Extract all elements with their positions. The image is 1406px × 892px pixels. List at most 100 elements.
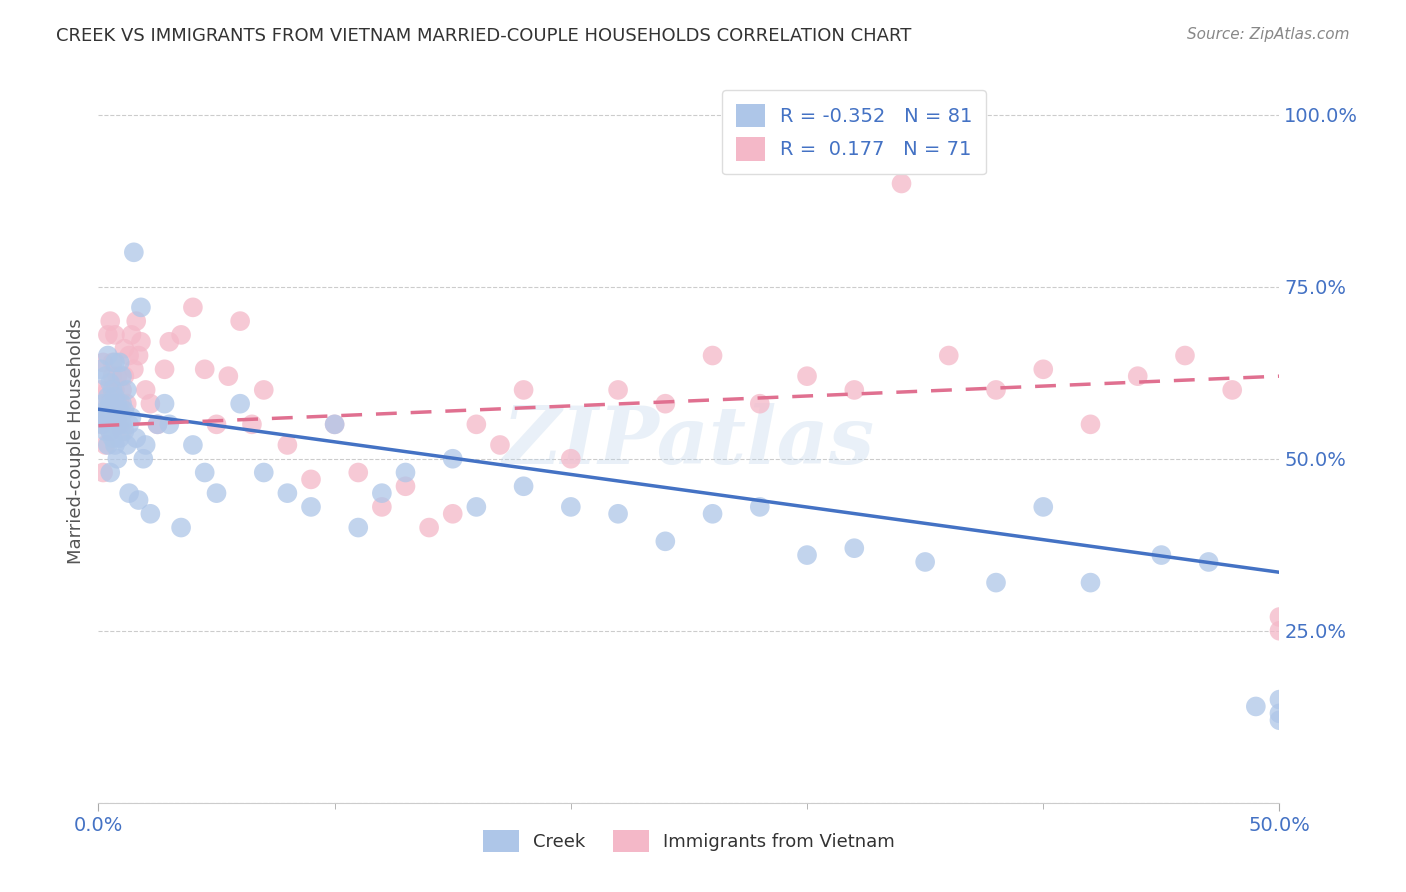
Point [654,534,676,549]
Point [347,520,370,534]
Point [91,466,114,480]
Point [1244,699,1267,714]
Point [101,369,124,384]
Point [101,431,124,445]
Point [1126,369,1149,384]
Point [299,500,322,514]
Point [146,417,169,432]
Point [139,507,162,521]
Point [844,541,866,556]
Point [394,466,416,480]
Point [122,362,145,376]
Point [1174,349,1197,363]
Point [194,362,217,376]
Point [229,314,252,328]
Point [98,424,121,438]
Point [105,369,128,384]
Point [1198,555,1220,569]
Point [108,431,131,445]
Point [104,327,127,342]
Point [128,493,150,508]
Point [115,397,138,411]
Point [702,349,724,363]
Point [115,438,138,452]
Point [97,349,120,363]
Text: Source: ZipAtlas.com: Source: ZipAtlas.com [1187,27,1350,42]
Point [512,479,534,493]
Point [157,417,180,432]
Point [441,507,464,521]
Point [607,507,630,521]
Point [108,417,131,432]
Point [122,245,145,260]
Point [111,397,134,411]
Point [170,520,193,534]
Point [153,362,176,376]
Point [1220,383,1243,397]
Point [323,417,346,432]
Point [299,472,322,486]
Point [146,417,169,432]
Point [112,424,135,438]
Point [94,369,117,384]
Point [125,431,148,445]
Legend: Creek, Immigrants from Vietnam: Creek, Immigrants from Vietnam [475,822,903,859]
Point [890,177,912,191]
Point [1080,417,1102,432]
Point [132,451,155,466]
Point [108,355,131,369]
Point [97,410,120,425]
Point [91,355,114,369]
Point [94,403,117,417]
Y-axis label: Married-couple Households: Married-couple Households [66,318,84,565]
Point [253,383,276,397]
Point [91,417,114,432]
Point [984,575,1007,590]
Point [1268,610,1291,624]
Point [253,466,276,480]
Point [129,301,152,315]
Point [98,376,121,390]
Point [489,438,512,452]
Point [465,500,488,514]
Point [118,417,141,432]
Point [104,383,127,397]
Point [98,466,121,480]
Point [101,403,124,417]
Point [97,438,120,452]
Point [104,438,127,452]
Point [654,397,676,411]
Point [118,486,141,500]
Point [91,397,114,411]
Point [118,349,141,363]
Point [276,438,298,452]
Point [229,397,252,411]
Point [139,397,162,411]
Point [560,500,582,514]
Point [157,334,180,349]
Point [111,369,134,384]
Point [90,362,112,376]
Point [121,327,143,342]
Point [104,390,127,404]
Point [94,424,117,438]
Point [205,417,228,432]
Point [112,342,135,356]
Point [101,355,124,369]
Point [702,507,724,521]
Point [121,410,143,425]
Point [98,314,121,328]
Point [371,500,394,514]
Point [98,424,121,438]
Point [984,383,1007,397]
Point [194,466,217,480]
Point [135,383,157,397]
Point [97,327,120,342]
Point [748,500,770,514]
Text: CREEK VS IMMIGRANTS FROM VIETNAM MARRIED-COUPLE HOUSEHOLDS CORRELATION CHART: CREEK VS IMMIGRANTS FROM VIETNAM MARRIED… [56,27,911,45]
Point [512,383,534,397]
Point [98,397,121,411]
Point [115,383,138,397]
Point [418,520,440,534]
Point [108,403,131,417]
